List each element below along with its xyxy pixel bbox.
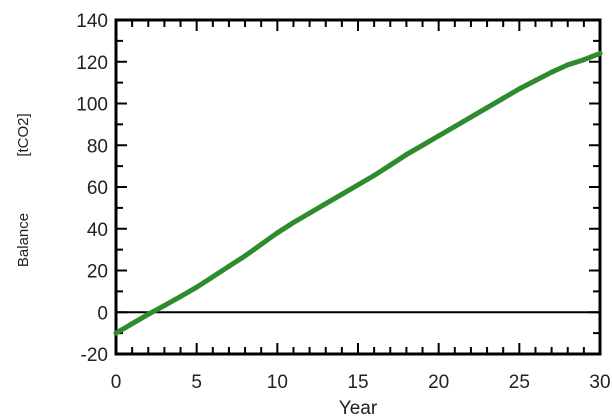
series-point [226, 263, 232, 269]
y-tick-label: 20 [87, 262, 108, 283]
x-tick-label: 20 [428, 372, 449, 393]
tick-marks [115, 19, 601, 355]
x-tick-label: 10 [267, 372, 288, 393]
y-tick-label: 60 [87, 178, 108, 199]
series-point [452, 123, 458, 129]
series-point [161, 303, 167, 309]
y-tick-label: 140 [76, 11, 108, 32]
x-tick-label: 15 [347, 372, 368, 393]
y-axis-title-balance: Balance [15, 213, 32, 267]
x-tick-label: 25 [509, 372, 530, 393]
series-point [500, 95, 506, 101]
series-point [210, 274, 216, 280]
series-point [242, 253, 248, 259]
x-tick-label: 0 [111, 372, 122, 393]
series-point [145, 311, 151, 317]
y-tick-label: 0 [97, 303, 108, 324]
series-point [307, 210, 313, 216]
series-point [387, 162, 393, 168]
series-point [371, 173, 377, 179]
x-axis-title: Year [339, 398, 378, 417]
series-point [290, 219, 296, 225]
x-tick-label: 30 [589, 372, 610, 393]
series-point [484, 105, 490, 111]
y-tick-label: 120 [76, 53, 108, 74]
series-point [403, 152, 409, 158]
series-point [194, 284, 200, 290]
series-point [113, 330, 119, 336]
series-point [597, 50, 603, 56]
y-tick-label: 40 [87, 220, 108, 241]
series-point [355, 182, 361, 188]
series-point [532, 78, 538, 84]
series-point [420, 142, 426, 148]
series-points [113, 50, 603, 336]
y-tick-label: -20 [81, 345, 108, 366]
series-point [129, 321, 135, 327]
series-point [516, 86, 522, 92]
series-point [274, 230, 280, 236]
series-point [339, 191, 345, 197]
y-tick-label: 80 [87, 136, 108, 157]
series-point [549, 69, 555, 75]
series-point [468, 114, 474, 120]
series-point [436, 133, 442, 139]
series-point [565, 62, 571, 68]
series-point [581, 57, 587, 63]
series-point [258, 241, 264, 247]
series-point [323, 201, 329, 207]
x-tick-label: 5 [191, 372, 202, 393]
balance-series-line [113, 50, 603, 336]
series-point [178, 294, 184, 300]
y-axis-title-unit: [tCO2] [15, 113, 32, 156]
y-tick-label: 100 [76, 95, 108, 116]
